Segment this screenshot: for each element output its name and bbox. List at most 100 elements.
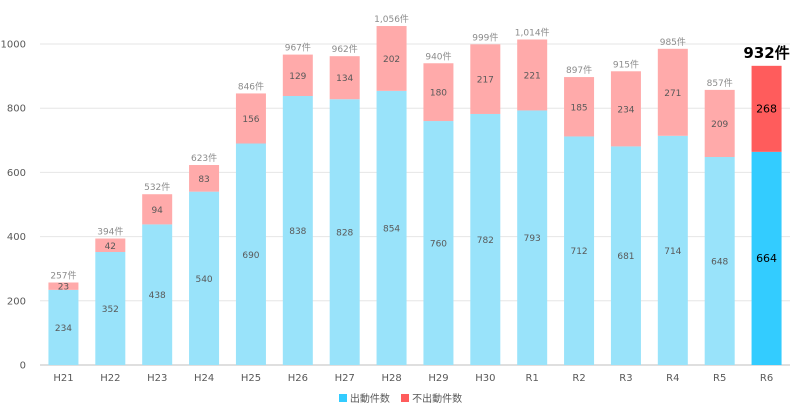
bar-dispatch — [751, 151, 782, 365]
bar-value-label-dispatch: 760 — [430, 240, 447, 250]
y-tick-label: 1000 — [1, 40, 26, 51]
bar-nondispatch — [95, 238, 126, 253]
x-tick-label: H21 — [53, 373, 73, 384]
bar-value-label-dispatch: 234 — [55, 324, 72, 334]
legend: 出動件数 不出動件数 — [0, 390, 801, 405]
x-tick-label: R5 — [713, 373, 726, 384]
x-tick-label: R3 — [619, 373, 632, 384]
x-tick-label: H27 — [335, 373, 355, 384]
bar-value-label-nondispatch: 234 — [617, 105, 634, 115]
bar-nondispatch — [189, 165, 220, 192]
bar-dispatch — [142, 224, 173, 365]
bar-value-label-dispatch: 352 — [102, 305, 119, 315]
bar-total-label: 623件 — [191, 152, 217, 164]
bar-value-label-dispatch: 712 — [570, 247, 587, 257]
bar-total-label: 1,056件 — [374, 13, 409, 25]
bar-value-label-nondispatch: 23 — [58, 283, 69, 293]
bar-total-label: 897件 — [566, 64, 592, 76]
x-tick-label: H23 — [147, 373, 167, 384]
bar-value-label-dispatch: 664 — [756, 252, 777, 265]
bar-value-label-nondispatch: 134 — [336, 74, 353, 84]
bar-total-label: 394件 — [97, 226, 123, 238]
bar-nondispatch — [751, 65, 782, 152]
legend-label-dispatch: 出動件数 — [349, 394, 390, 405]
bar-value-label-dispatch: 714 — [664, 247, 681, 257]
legend-item-dispatch: 出動件数 — [338, 390, 390, 405]
bar-value-label-nondispatch: 268 — [756, 102, 777, 115]
x-tick-label: H30 — [475, 373, 495, 384]
bar-total-label: 857件 — [707, 77, 733, 89]
bar-total-label: 985件 — [660, 36, 686, 48]
legend-item-nondispatch: 不出動件数 — [401, 390, 462, 405]
legend-swatch-nondispatch — [401, 393, 410, 402]
bar-value-label-nondispatch: 129 — [289, 72, 306, 82]
y-tick-label: 0 — [20, 361, 26, 372]
bar-total-label: 967件 — [285, 42, 311, 54]
bar-value-label-nondispatch: 83 — [198, 175, 209, 185]
bar-dispatch — [48, 289, 79, 365]
bar-dispatch — [704, 156, 735, 365]
bar-value-label-nondispatch: 209 — [711, 120, 728, 130]
bar-dispatch — [282, 96, 313, 365]
bar-nondispatch — [282, 54, 313, 97]
bar-value-label-nondispatch: 271 — [664, 89, 681, 99]
bar-value-label-nondispatch: 185 — [570, 103, 587, 113]
bar-value-label-nondispatch: 42 — [105, 242, 116, 252]
bar-value-label-nondispatch: 156 — [242, 115, 259, 125]
x-tick-label: R2 — [572, 373, 585, 384]
bar-value-label-dispatch: 648 — [711, 257, 728, 267]
bar-value-label-dispatch: 793 — [524, 234, 541, 244]
bar-dispatch — [564, 136, 595, 365]
bar-total-label: 532件 — [144, 181, 170, 193]
bar-nondispatch — [376, 26, 407, 91]
y-tick-label: 600 — [7, 168, 26, 179]
bar-nondispatch — [657, 48, 688, 136]
bar-value-label-dispatch: 690 — [242, 251, 259, 261]
bar-total-label: 999件 — [472, 31, 498, 43]
bar-total-label: 257件 — [50, 270, 76, 282]
bar-value-label-nondispatch: 180 — [430, 89, 447, 99]
bar-total-label: 1,014件 — [515, 27, 550, 39]
y-tick-label: 400 — [7, 232, 26, 243]
bar-nondispatch — [142, 194, 173, 225]
legend-label-nondispatch: 不出動件数 — [412, 394, 463, 405]
bar-value-label-dispatch: 438 — [149, 291, 166, 301]
x-tick-label: H25 — [241, 373, 261, 384]
bar-dispatch — [423, 121, 454, 365]
bar-nondispatch — [423, 63, 454, 122]
bar-value-label-dispatch: 540 — [195, 275, 212, 285]
bar-value-label-dispatch: 782 — [477, 236, 494, 246]
bar-total-label: 932件 — [743, 44, 789, 62]
bar-value-label-dispatch: 828 — [336, 229, 353, 239]
bar-dispatch — [95, 252, 126, 365]
y-tick-label: 800 — [7, 104, 26, 115]
legend-swatch-dispatch — [338, 393, 347, 402]
x-tick-label: H26 — [288, 373, 308, 384]
bar-nondispatch — [517, 39, 548, 111]
bar-value-label-dispatch: 854 — [383, 224, 400, 234]
bar-nondispatch — [610, 71, 641, 147]
bar-value-label-dispatch: 838 — [289, 227, 306, 237]
bar-value-label-dispatch: 681 — [617, 252, 634, 262]
bar-nondispatch — [235, 93, 266, 144]
bar-total-label: 846件 — [238, 80, 264, 92]
x-tick-label: H22 — [100, 373, 120, 384]
bar-dispatch — [517, 110, 548, 366]
bar-nondispatch — [329, 56, 360, 100]
bar-nondispatch — [470, 44, 501, 114]
bar-value-label-nondispatch: 202 — [383, 55, 400, 65]
bar-dispatch — [329, 99, 360, 365]
x-tick-label: R6 — [760, 373, 773, 384]
bar-total-label: 940件 — [425, 50, 451, 62]
bar-dispatch — [657, 135, 688, 365]
x-tick-label: R1 — [526, 373, 539, 384]
bar-dispatch — [376, 90, 407, 365]
bar-nondispatch — [704, 89, 735, 157]
x-tick-label: H28 — [381, 373, 401, 384]
bar-dispatch — [470, 113, 501, 365]
bar-dispatch — [235, 143, 266, 365]
x-tick-label: H24 — [194, 373, 214, 384]
bar-nondispatch — [48, 282, 79, 290]
bar-nondispatch — [564, 77, 595, 137]
